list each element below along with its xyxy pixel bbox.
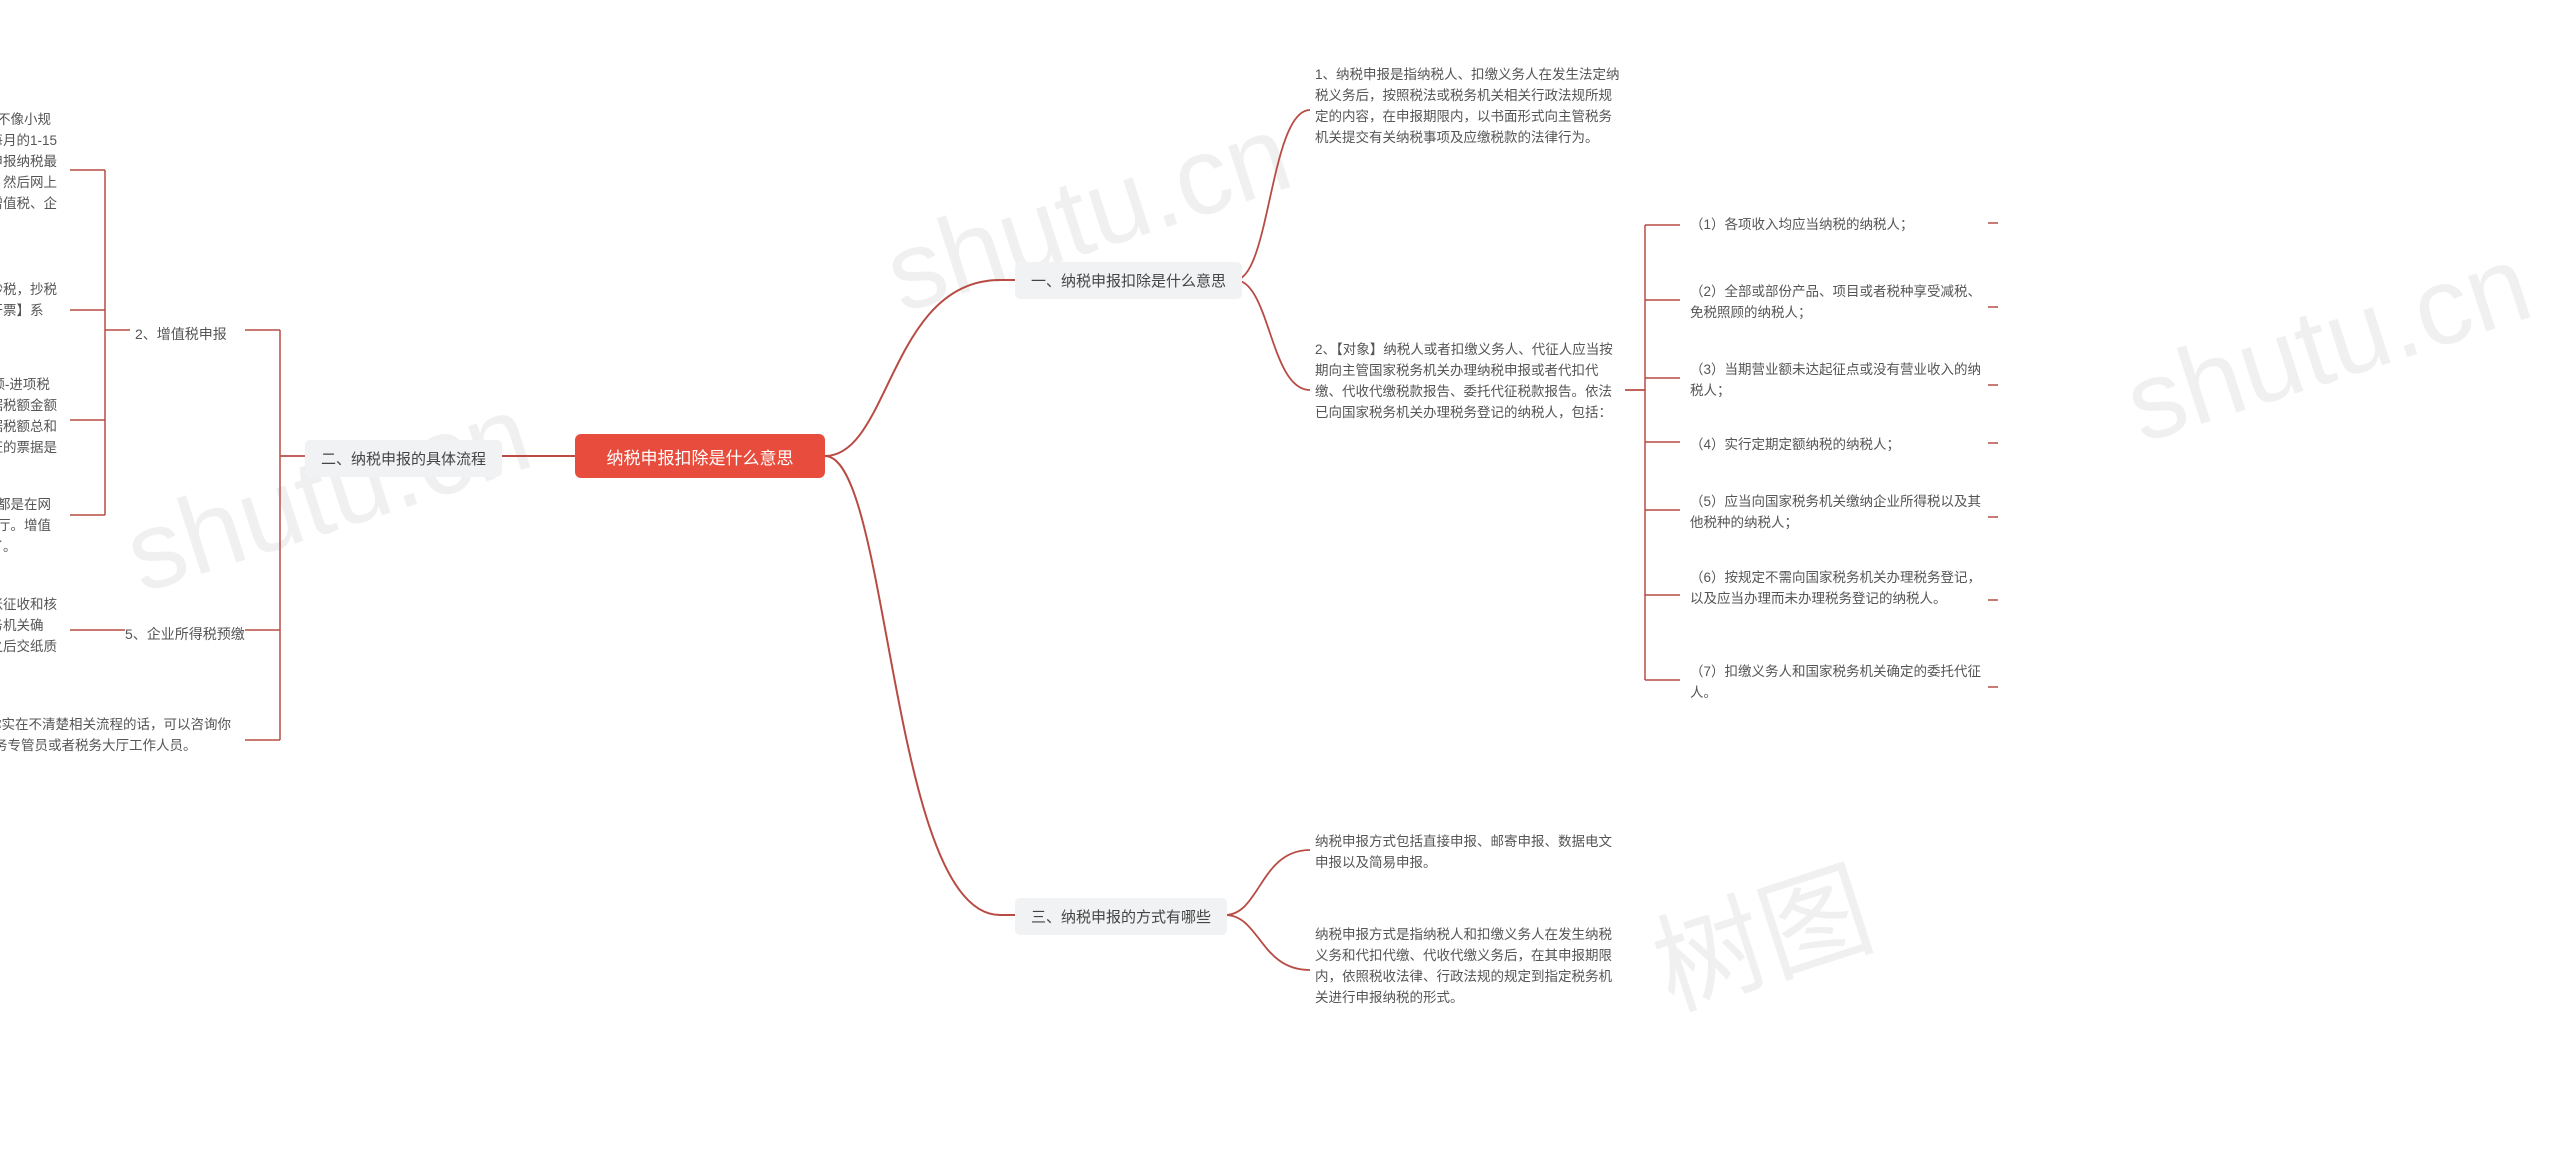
section2-vat-item3: 3、计算税额：增值税应纳税额=销项税额-进项税额。销项税额就是我们开具的增值税票… xyxy=(0,375,60,480)
section1-item1: （1）各项收入均应当纳税的纳税人； xyxy=(1690,215,1990,236)
section2-vat-item1: 1、一般纳税人国税每月都要申报纳税，不像小规模纳税人可以一个季度一次申报纳税；每… xyxy=(0,110,60,236)
section2-vat-item4: 4、填写申报表：增值税纳税申报表一般都是在网上申报了之后打印3份出来，交到税务大… xyxy=(0,495,60,558)
watermark: shutu.cn xyxy=(111,369,546,618)
section1-child1: 1、纳税申报是指纳税人、扣缴义务人在发生法定纳税义务后，按照税法或税务机关相关行… xyxy=(1315,65,1625,149)
section2-vat-item2: 抄税：一般纳税人每月报税之前首先要抄税，抄税很简单，电脑上插入IC卡，进入【防伪… xyxy=(0,280,60,343)
branch-section3[interactable]: 三、纳税申报的方式有哪些 xyxy=(1015,898,1227,935)
section2-sub-corp[interactable]: 5、企业所得税预缴 xyxy=(125,620,245,648)
section1-item4: （4）实行定期定额纳税的纳税人； xyxy=(1690,435,1990,456)
section1-item2: （2）全部或部份产品、项目或者税种享受减税、免税照顾的纳税人； xyxy=(1690,282,1990,324)
section1-item7: （7）扣缴义务人和国家税务机关确定的委托代征人。 xyxy=(1690,662,1990,704)
section3-child1: 纳税申报方式包括直接申报、邮寄申报、数据电文申报以及简易申报。 xyxy=(1315,832,1625,874)
watermark: 树图 xyxy=(1631,820,1890,1040)
section2-sub-vat[interactable]: 2、增值税申报 xyxy=(135,320,227,348)
section1-child2: 2、【对象】纳税人或者扣缴义务人、代征人应当按期向主管国家税务机关办理纳税申报或… xyxy=(1315,340,1625,424)
section1-item6: （6）按规定不需向国家税务机关办理税务登记，以及应当办理而未办理税务登记的纳税人… xyxy=(1690,568,1990,610)
section1-item5: （5）应当向国家税务机关缴纳企业所得税以及其他税种的纳税人； xyxy=(1690,492,1990,534)
section2-child3: 6、如果你实在不清楚相关流程的话，可以咨询你公司的税务专管员或者税务大厅工作人员… xyxy=(0,715,240,757)
connector-lines xyxy=(0,0,2560,1175)
watermark: shutu.cn xyxy=(871,89,1306,338)
section3-child2: 纳税申报方式是指纳税人和扣缴义务人在发生纳税义务和代扣代缴、代收代缴义务后，在其… xyxy=(1315,925,1625,1009)
branch-section2[interactable]: 二、纳税申报的具体流程 xyxy=(305,440,502,477)
branch-section1[interactable]: 一、纳税申报扣除是什么意思 xyxy=(1015,262,1242,299)
section1-item3: （3）当期营业额未达起征点或没有营业收入的纳税人； xyxy=(1690,360,1990,402)
section2-corp-text: 企业所得税预缴每月都要预缴，分我查账征收和核定征收两种方式，具体缴纳方式根据税务… xyxy=(0,595,60,679)
watermark: shutu.cn xyxy=(2111,219,2546,468)
root-node[interactable]: 纳税申报扣除是什么意思 xyxy=(575,434,825,478)
